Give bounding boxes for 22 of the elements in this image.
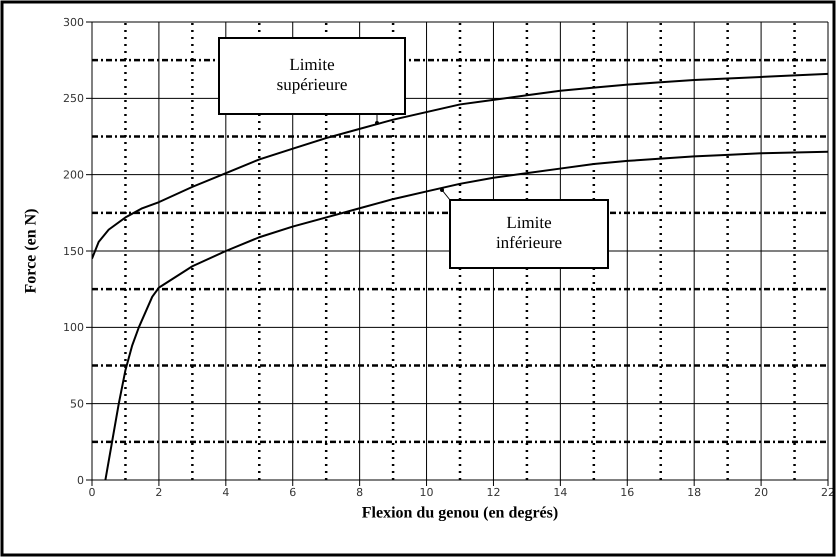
y-tick-label: 100: [63, 321, 84, 334]
x-tick-label: 0: [88, 486, 96, 499]
x-tick-label: 14: [553, 486, 568, 499]
y-tick-label: 200: [63, 168, 84, 182]
annotation: Limite supérieure: [276, 54, 348, 94]
y-tick-label: 50: [70, 398, 84, 411]
x-tick-label: 2: [155, 486, 162, 499]
y-tick-label: 250: [63, 92, 84, 106]
y-tick-label: 150: [63, 244, 84, 258]
x-tick-label: 10: [420, 486, 434, 499]
x-tick-label: 12: [486, 486, 500, 499]
x-tick-label: 8: [356, 486, 364, 499]
y-tick-label: 0: [77, 474, 84, 487]
x-tick-label: 18: [687, 486, 702, 499]
x-tick-label: 6: [289, 486, 296, 499]
x-tick-label: 16: [620, 486, 634, 499]
y-axis-title: Force (en N): [22, 208, 40, 294]
x-axis-title: Flexion du genou (en degrés): [362, 504, 558, 522]
x-tick-label: 4: [222, 486, 230, 499]
annotation: Limite inférieure: [496, 212, 562, 252]
x-tick-label: 20: [754, 486, 768, 499]
y-tick-label: 300: [63, 16, 84, 29]
